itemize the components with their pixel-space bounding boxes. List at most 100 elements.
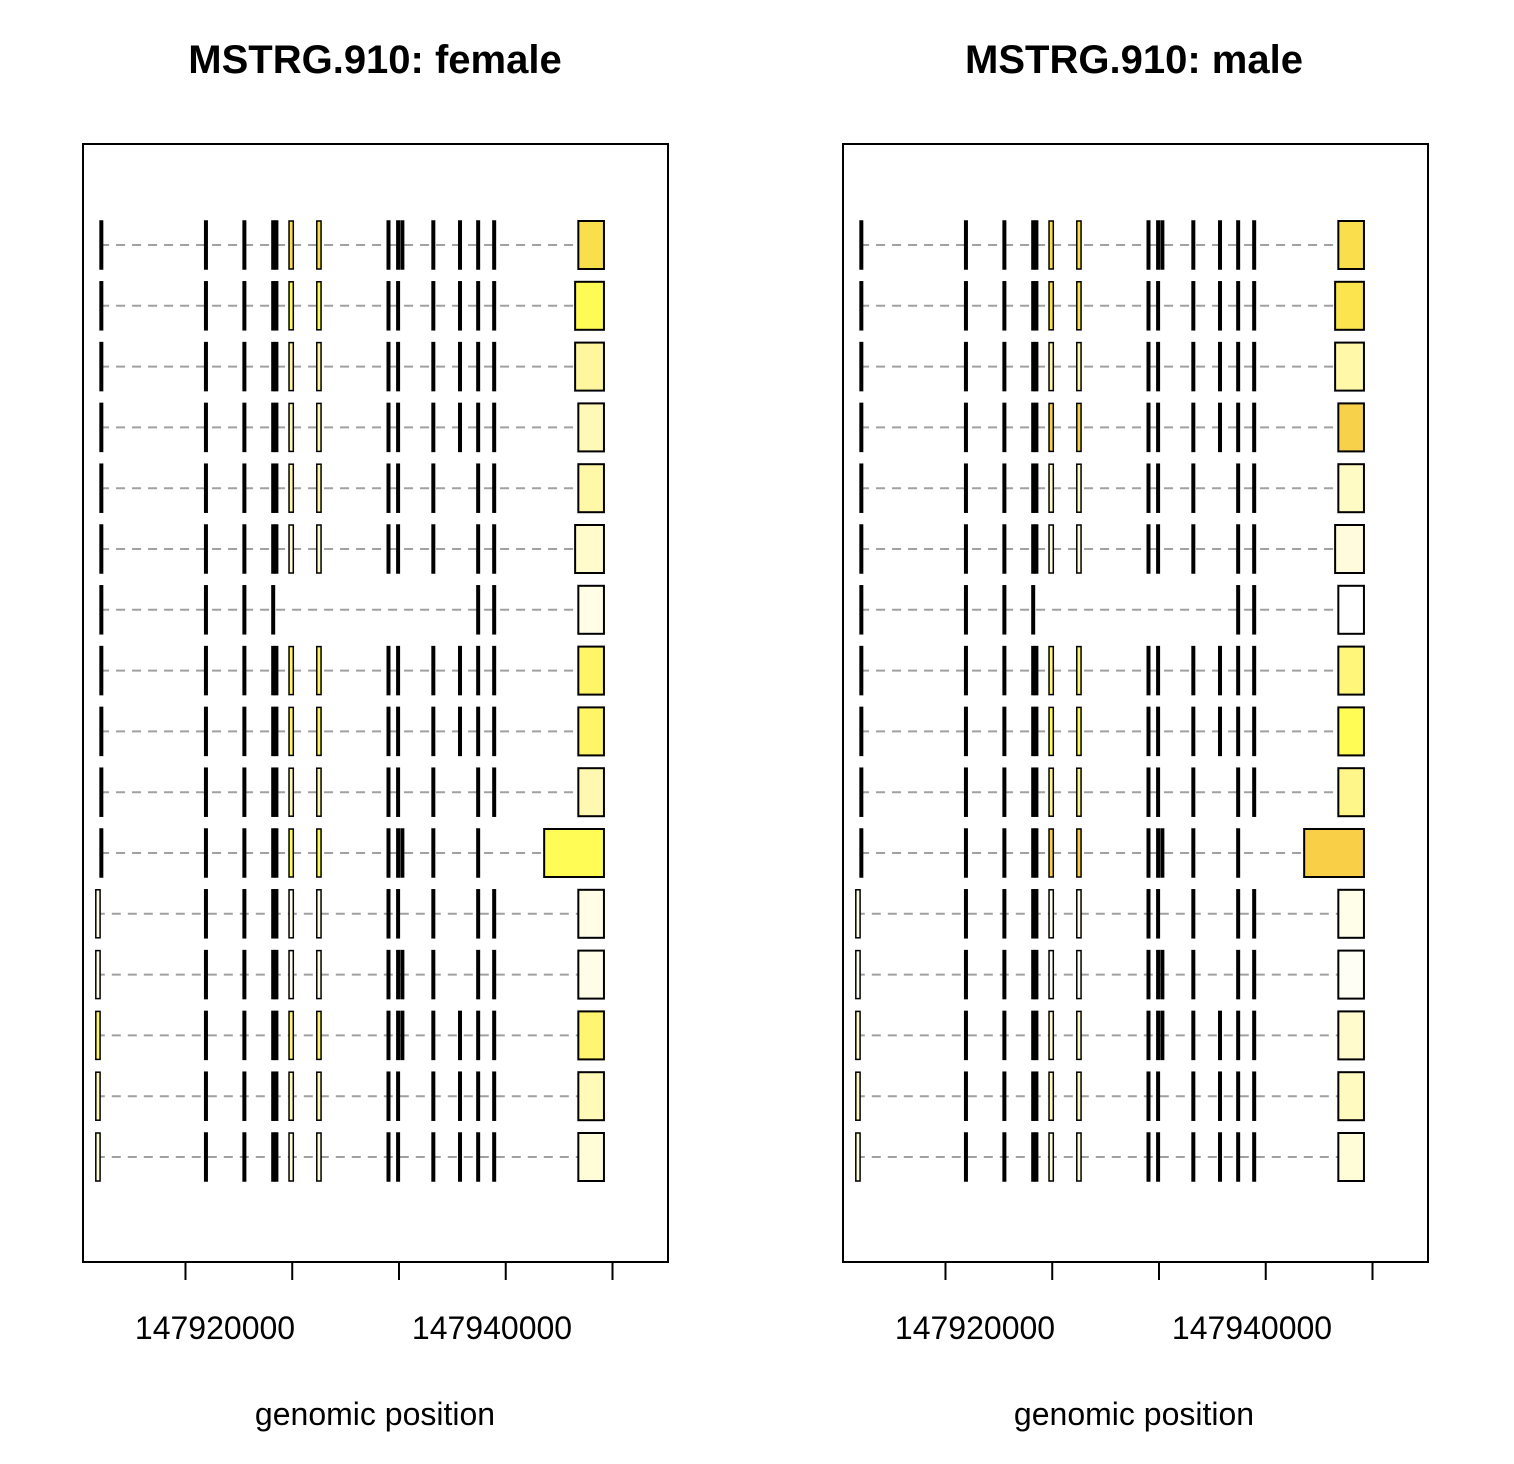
- exon-box: [1076, 767, 1082, 817]
- exon-box: [99, 220, 104, 270]
- panel-title-female: MSTRG.910: female: [188, 38, 561, 82]
- exon-box: [1034, 1010, 1039, 1061]
- exon-box: [1034, 463, 1039, 513]
- exon-box: [1156, 1010, 1161, 1061]
- exon-box: [1048, 828, 1055, 878]
- exon-box: [1076, 889, 1082, 939]
- exon-box: [492, 463, 497, 513]
- exon-box: [859, 767, 864, 817]
- exon-box: [400, 828, 405, 878]
- exon-box: [95, 1132, 101, 1182]
- exon-box: [1034, 220, 1039, 270]
- exon-box: [855, 889, 861, 939]
- panel-title-male: MSTRG.910: male: [965, 38, 1303, 82]
- exon-box: [1191, 889, 1196, 939]
- exon-box: [271, 706, 276, 757]
- exon-box: [203, 1132, 208, 1182]
- exon-box: [1031, 1010, 1036, 1061]
- exon-box: [1034, 889, 1039, 939]
- tick-label-male-1: 147920000: [895, 1310, 1055, 1346]
- transcript-male-14: [855, 1010, 1365, 1061]
- exon-box: [476, 889, 481, 939]
- exon-box: [458, 1010, 463, 1061]
- exon-box: [288, 889, 295, 939]
- exon-box: [431, 220, 436, 270]
- exon-box: [1334, 341, 1365, 392]
- exon-box: [271, 220, 276, 270]
- exon-box: [396, 524, 401, 574]
- exon-box: [577, 220, 605, 270]
- exon-box: [963, 1132, 968, 1182]
- exon-box: [396, 220, 401, 270]
- tick-label-male-2: 147940000: [1172, 1310, 1332, 1346]
- exon-box: [1156, 402, 1161, 453]
- exon-box: [431, 402, 436, 453]
- exon-box: [1236, 767, 1241, 817]
- exon-box: [288, 220, 295, 270]
- exon-box: [458, 1132, 463, 1182]
- exon-box: [1334, 280, 1365, 331]
- exon-box: [1146, 463, 1151, 513]
- exon-box: [1156, 220, 1161, 270]
- exon-box: [1236, 220, 1241, 270]
- exon-box: [492, 524, 497, 574]
- exon-box: [1156, 706, 1161, 757]
- exon-box: [1031, 402, 1036, 453]
- exon-box: [1218, 706, 1223, 757]
- exon-box: [1252, 402, 1257, 453]
- exon-box: [1218, 1071, 1223, 1121]
- exon-box: [396, 767, 401, 817]
- exon-box: [271, 341, 276, 392]
- exon-box: [1146, 524, 1151, 574]
- exon-box: [1048, 463, 1055, 513]
- exon-box: [396, 949, 401, 1000]
- exon-box: [1191, 1010, 1196, 1061]
- exon-box: [316, 281, 322, 331]
- exon-box: [1034, 706, 1039, 757]
- transcript-male-5: [859, 463, 1365, 514]
- exon-box: [271, 949, 276, 1000]
- exon-box: [1076, 949, 1082, 1000]
- exon-box: [431, 828, 436, 878]
- transcript-female-7: [99, 584, 605, 635]
- exon-box: [396, 706, 401, 757]
- exon-box: [1031, 524, 1036, 574]
- exon-box: [431, 1071, 436, 1121]
- exon-box: [386, 341, 391, 392]
- exon-box: [1146, 889, 1151, 939]
- exon-box: [1334, 524, 1365, 574]
- exon-box: [476, 828, 481, 878]
- exon-box: [577, 1010, 605, 1061]
- exon-box: [316, 1132, 322, 1182]
- exon-box: [855, 1132, 861, 1182]
- exon-box: [1337, 767, 1365, 818]
- exon-box: [476, 1071, 481, 1121]
- transcript-female-8: [99, 645, 605, 696]
- exon-box: [1076, 402, 1082, 453]
- exon-box: [1236, 585, 1241, 635]
- exon-box: [1252, 767, 1257, 817]
- exon-box: [396, 1132, 401, 1182]
- exon-box: [99, 585, 104, 635]
- exon-box: [242, 706, 247, 757]
- exon-box: [271, 1071, 276, 1121]
- exon-box: [963, 828, 968, 878]
- transcripts-layer-male: [855, 220, 1365, 1182]
- exon-box: [271, 1132, 276, 1182]
- exon-box: [1034, 1071, 1039, 1121]
- exon-box: [1156, 767, 1161, 817]
- exon-box: [431, 281, 436, 331]
- exon-box: [271, 585, 276, 635]
- exon-box: [288, 1010, 295, 1061]
- exon-box: [963, 949, 968, 1000]
- exon-box: [476, 402, 481, 453]
- exon-box: [288, 402, 295, 453]
- exon-box: [274, 402, 279, 453]
- exon-box: [1337, 706, 1365, 757]
- exon-box: [99, 341, 104, 392]
- exon-box: [1156, 645, 1161, 696]
- exon-box: [1252, 706, 1257, 757]
- exon-box: [476, 524, 481, 574]
- exon-box: [203, 645, 208, 696]
- transcript-female-14: [95, 1010, 605, 1061]
